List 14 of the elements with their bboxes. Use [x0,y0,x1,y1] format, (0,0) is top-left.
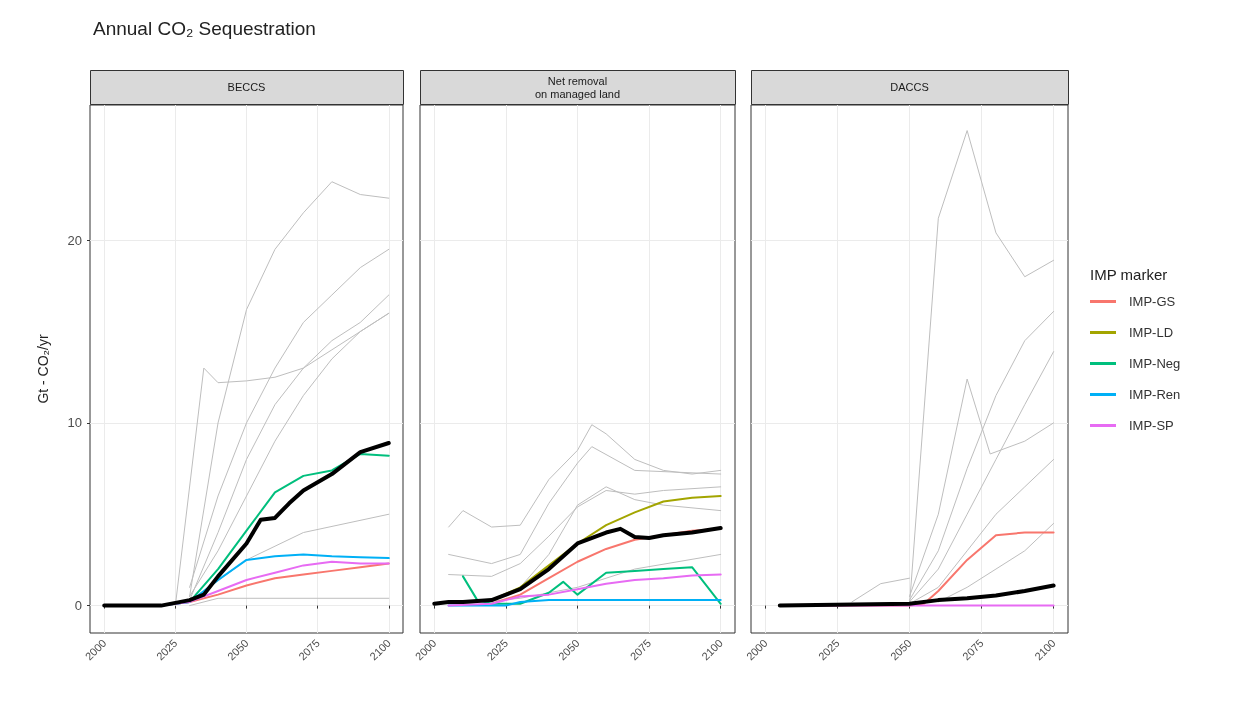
legend-title: IMP marker [1090,266,1168,283]
y-axis-title: Gt - CO₂/yr [35,334,51,404]
legend-label: IMP-Ren [1129,387,1181,402]
y-tick-label: 10 [67,415,82,431]
chart-subtitle: BECCS [227,81,266,93]
legend-label: IMP-SP [1129,418,1174,433]
y-tick-label: 0 [74,598,82,614]
legend-label: IMP-GS [1129,294,1176,309]
chart-subtitle: Net removal on managed land [534,74,621,100]
legend-label: IMP-Neg [1129,356,1181,371]
y-tick-label: 20 [67,232,82,248]
legend-label: IMP-LD [1129,325,1174,340]
chart-subtitle: DACCS [890,81,929,93]
chart-title: Annual CO₂ Sequestration [93,18,316,39]
